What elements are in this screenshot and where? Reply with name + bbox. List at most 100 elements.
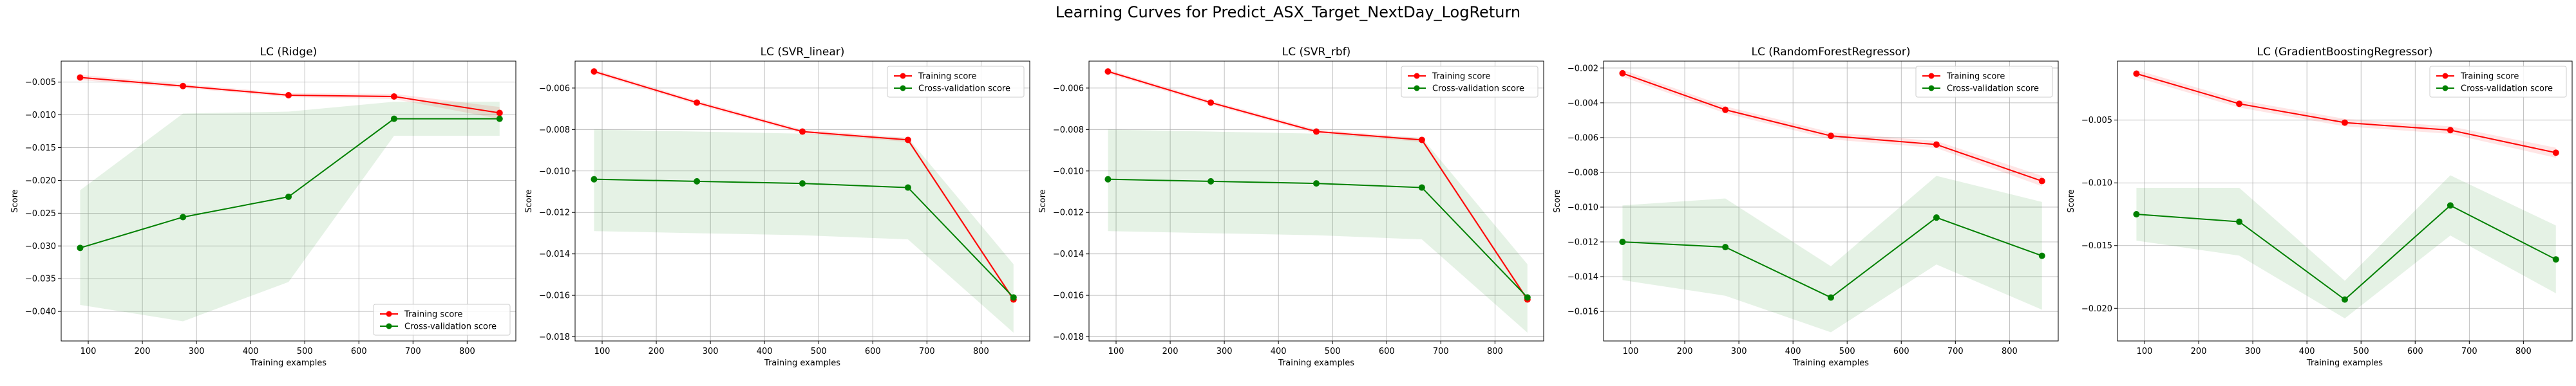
legend: Training score Cross-validation score [373,304,511,336]
chart-panel-5: 100 200 300 400 500 600 700 800 −0.020 −0.015 −0.0… [2067,46,2573,368]
x-tick-label: 800 [2515,347,2532,356]
cross-validation-score-band [80,102,500,322]
x-tick-label: 500 [1839,347,1855,356]
legend: Training score Cross-validation score [1401,66,1539,98]
x-tick-label: 100 [2137,347,2153,356]
cross-validation-score-point [1619,238,1626,245]
axes-frame [61,60,516,342]
training-score-point [1418,136,1425,143]
y-tick-label: −0.008 [539,125,570,135]
legend-training-label: Training score [2460,72,2519,82]
axes-frame [1603,60,2059,342]
training-score-point [694,99,701,106]
x-tick-label: 500 [811,347,827,356]
legend-training-label: Training score [1946,72,2005,82]
training-score-point [2342,119,2348,126]
cross-validation-score-point [2236,218,2243,225]
training-score-point [799,128,806,135]
legend-box [2429,66,2567,98]
y-tick-label: −0.030 [25,242,56,252]
x-tick-label: 700 [405,347,421,356]
x-tick-label: 100 [594,347,611,356]
training-score-point [285,91,292,98]
training-score-point [1208,99,1215,106]
cross-validation-score-point [390,115,397,122]
x-tick-label: 800 [459,347,475,356]
training-score-point [496,109,503,116]
legend: Training score Cross-validation score [2429,66,2567,98]
panel-title: LC (GradientBoostingRegressor) [2257,46,2433,59]
y-tick-label: −0.016 [1053,291,1084,301]
y-tick-label: −0.035 [25,275,56,284]
cross-validation-score-point [2038,252,2045,259]
cross-validation-score-band [2136,175,2556,318]
y-tick-label: −0.020 [25,176,56,186]
y-tick-label: −0.012 [1053,208,1084,218]
chart-panels: 100 200 300 400 500 600 700 800 −0.040 −0.035 −0.0… [10,46,2573,368]
legend-cross-validation-marker [900,85,906,91]
x-tick-label: 100 [80,347,97,356]
y-tick-label: −0.006 [1567,133,1598,143]
legend-cross-validation-marker [2442,85,2448,91]
x-tick-label: 300 [1731,347,1747,356]
training-score-point [1619,69,1626,77]
x-tick-label: 100 [1623,347,1639,356]
legend-cross-validation-label: Cross-validation score [918,84,1010,94]
cross-validation-score-point [1933,214,1940,221]
cross-validation-score-point [1722,244,1729,251]
axes-frame [2117,60,2573,342]
x-tick-label: 500 [1325,347,1341,356]
x-tick-label: 200 [135,347,151,356]
axes-frame [1088,60,1544,342]
legend-box [887,66,1025,98]
training-score-point [1104,68,1112,75]
y-tick-label: −0.004 [1567,98,1598,108]
training-score-point [77,74,84,81]
cross-validation-score-point [496,115,503,122]
training-score-point [1722,106,1729,113]
plot-area [61,61,516,341]
y-tick-label: −0.015 [25,143,56,153]
y-tick-label: −0.016 [1567,308,1598,317]
chart-panel-3: 100 200 300 400 500 600 700 800 −0.018 −0.016 −0.0… [1038,46,1544,368]
training-score-point [2236,100,2243,107]
cross-validation-score-point [1418,184,1425,191]
figure-title: Learning Curves for Predict_ASX_Target_N… [1056,3,1520,21]
training-score-point [2038,178,2045,185]
cross-validation-score-point [904,184,911,191]
training-score-point [390,93,397,100]
legend: Training score Cross-validation score [887,66,1025,98]
legend-cross-validation-label: Cross-validation score [1947,84,2039,94]
legend-training-label: Training score [404,310,462,320]
y-tick-label: −0.010 [2081,179,2112,188]
x-tick-label: 100 [1108,347,1124,356]
legend-box [373,304,511,336]
y-tick-label: −0.018 [539,333,570,342]
training-score-point [1828,133,1834,140]
legend-cross-validation-marker [386,323,392,329]
cross-validation-score-point [1010,294,1017,301]
legend-cross-validation-label: Cross-validation score [1432,84,1524,94]
x-tick-label: 300 [189,347,205,356]
x-tick-label: 400 [2299,347,2315,356]
legend-training-marker [386,311,392,317]
y-axis-label: Score [524,189,534,212]
cross-validation-score-point [1313,180,1320,187]
x-axis-label: Training examples [250,358,327,368]
y-tick-label: −0.040 [25,308,56,317]
y-axis-label: Score [1553,189,1562,212]
y-tick-label: −0.005 [2081,116,2112,125]
y-tick-label: −0.006 [539,84,570,93]
y-tick-label: −0.010 [1567,203,1598,212]
cross-validation-score-point [2342,296,2348,303]
x-tick-label: 700 [2461,347,2477,356]
x-tick-label: 600 [1893,347,1909,356]
training-score-point [2133,70,2140,77]
training-score-point [1933,141,1940,148]
legend-training-marker [2442,73,2448,79]
chart-panel-4: 100 200 300 400 500 600 700 800 −0.016 −0.014 −0.0… [1553,46,2059,368]
y-axis-label: Score [10,189,20,212]
cross-validation-score-point [2133,210,2140,217]
training-score-point [2552,149,2559,156]
x-tick-label: 800 [2002,347,2018,356]
